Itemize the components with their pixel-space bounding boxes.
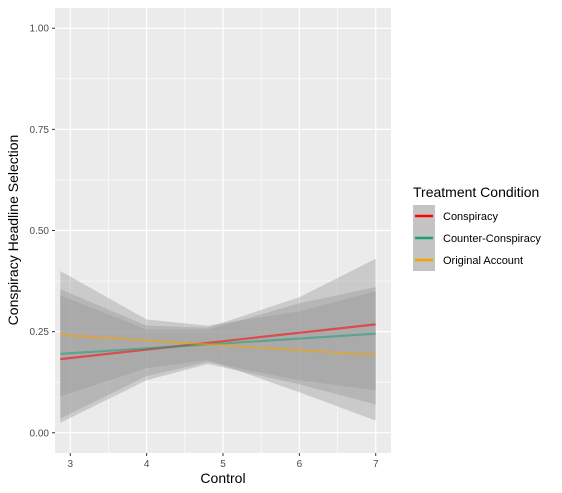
legend-title: Treatment Condition: [413, 184, 539, 200]
y-tick-label: 0.75: [30, 125, 50, 136]
y-axis: 0.00 0.25 0.50 0.75 1.00: [30, 24, 55, 440]
x-axis: 3 4 5 6 7: [67, 453, 378, 470]
x-tick-label: 4: [144, 459, 150, 470]
y-axis-title: Conspiracy Headline Selection: [5, 135, 21, 326]
legend-label: Conspiracy: [443, 211, 499, 223]
x-tick-label: 7: [373, 459, 379, 470]
legend-label: Original Account: [443, 255, 523, 267]
y-tick-label: 0.00: [30, 428, 50, 439]
x-tick-label: 6: [297, 459, 303, 470]
y-tick-label: 1.00: [30, 24, 50, 35]
x-tick-label: 3: [67, 459, 73, 470]
x-tick-label: 5: [220, 459, 226, 470]
legend: Treatment Condition Conspiracy Counter-Co…: [413, 184, 541, 271]
x-axis-title: Control: [200, 470, 245, 486]
legend-label: Counter-Conspiracy: [443, 233, 541, 245]
y-tick-label: 0.25: [30, 327, 50, 338]
y-tick-label: 0.50: [30, 226, 50, 237]
legend-items: Conspiracy Counter-Conspiracy Original Acc…: [413, 205, 541, 271]
